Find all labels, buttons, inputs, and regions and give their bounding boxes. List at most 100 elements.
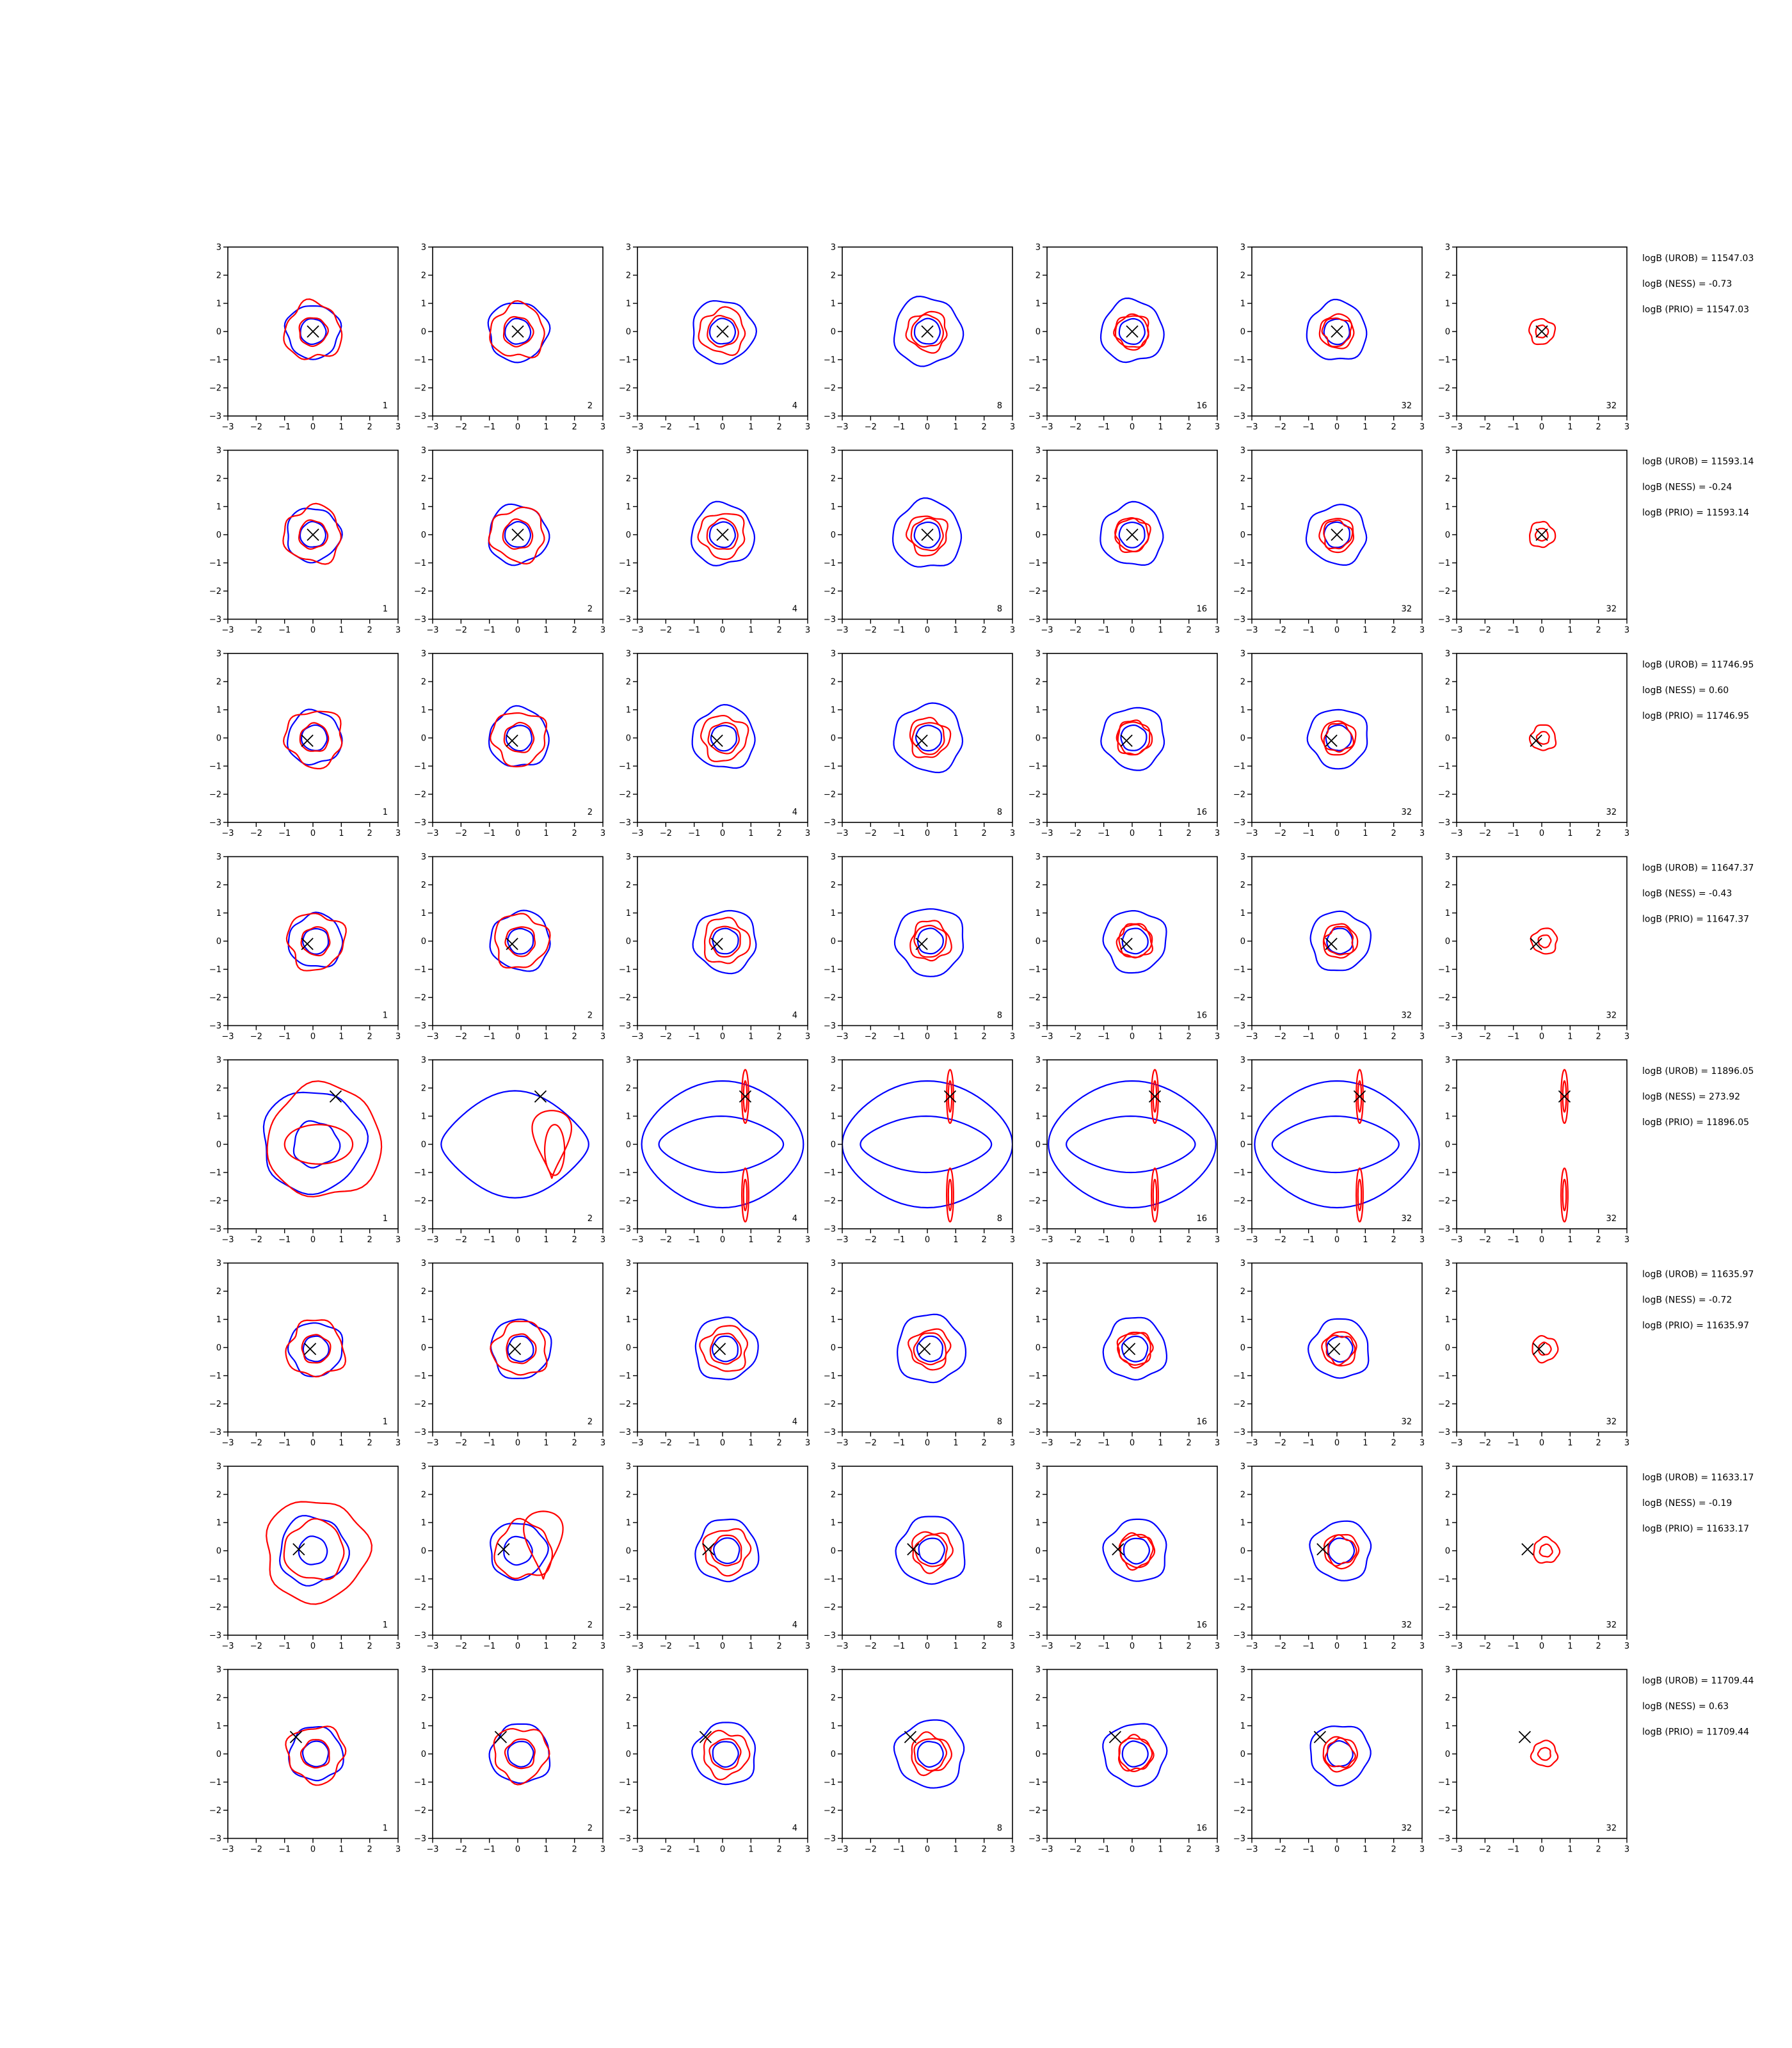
y-tick-label: 1 [1445,1519,1450,1528]
red-contour-6 [1357,1178,1363,1212]
x-tick-label: −1 [483,1439,495,1448]
x-tick-label: −3 [1041,1845,1053,1855]
x-tick-label: −1 [483,1642,495,1651]
x-tick-label: 2 [1391,1235,1396,1245]
x-tick-label: −2 [1069,1439,1082,1448]
x-tick-label: −2 [660,422,672,432]
y-tick-label: −2 [824,1400,836,1409]
panel-label: 1 [383,1214,388,1224]
red-contour-3 [502,316,534,348]
panel-label: 32 [1401,1824,1412,1834]
y-tick-label: −3 [1438,1021,1450,1031]
x-tick-label: −1 [893,1032,905,1042]
y-tick-label: −3 [414,1834,426,1844]
x-tick-label: 2 [982,1439,987,1448]
x-tick-label: 2 [1596,422,1601,432]
y-tick-label: 3 [831,650,836,659]
y-tick-label: 1 [421,1519,426,1528]
contours [1102,910,1167,974]
y-tick-label: 3 [626,852,631,862]
x-tick-label: −1 [1302,1642,1315,1651]
subplot-r7-c4: −3 −2 −1 0 1 2 3 −3 −2 −1 0 1 2 3 8 [824,1462,1015,1651]
y-tick-label: 0 [831,734,836,744]
blue-contour-1 [262,1091,369,1196]
x-tick-label: 2 [572,626,577,636]
axes-frame [432,653,604,823]
data-point-marker [1353,1090,1366,1103]
subplot-r5-c5: −3 −2 −1 0 1 2 3 −3 −2 −1 0 1 2 3 16 [1028,1056,1220,1245]
x-tick-label: −1 [1507,422,1519,432]
annotation-1: logB (UROB) = 11746.95 [1642,660,1754,670]
x-tick-label: 3 [600,829,605,838]
x-tick-label: 0 [310,1642,316,1651]
blue-contour-2 [298,1535,328,1565]
data-point-marker [1123,1343,1136,1356]
contours [262,1080,383,1197]
subplot-r5-c1: −3 −2 −1 0 1 2 3 −3 −2 −1 0 1 2 3 1 [209,1056,401,1245]
y-tick-label: −1 [1438,559,1450,568]
blue-contour-1 [892,497,963,568]
y-tick-label: −1 [619,762,631,772]
x-tick-label: 2 [982,1845,987,1855]
y-tick-label: 1 [626,300,631,309]
red-contour-3 [707,314,739,348]
subplot-r1-c5: −3 −2 −1 0 1 2 3 −3 −2 −1 0 1 2 3 16 [1028,243,1220,432]
x-tick-label: 1 [748,1845,753,1855]
x-tick-label: 2 [367,1235,372,1245]
axes-frame [1251,653,1423,823]
red-contour-2 [1535,731,1550,745]
x-tick-label: 3 [1624,1845,1629,1855]
annotation-3: logB (PRIO) = 11635.97 [1642,1321,1749,1331]
subplot-r6-c1: −3 −2 −1 0 1 2 3 −3 −2 −1 0 1 2 3 1 [209,1259,401,1448]
x-tick-label: 2 [572,1439,577,1448]
x-tick-label: −3 [836,626,848,636]
data-point-marker [497,1543,510,1556]
blue-contour-1 [1102,1316,1167,1381]
blue-contour-2 [658,1115,785,1174]
contours [283,298,343,360]
panel-label: 4 [792,1011,797,1021]
x-tick-label: −1 [893,1439,905,1448]
x-tick-label: −3 [631,1642,643,1651]
x-tick-label: 0 [720,422,725,432]
subplot-r2-c5: −3 −2 −1 0 1 2 3 −3 −2 −1 0 1 2 3 16 [1028,446,1220,635]
axes-frame [432,856,604,1027]
y-tick-label: 2 [831,1084,836,1094]
x-tick-label: 0 [720,1845,725,1855]
x-tick-label: −2 [455,1235,467,1245]
contours [694,1518,760,1583]
x-tick-label: −1 [893,1845,905,1855]
axes-frame [227,1262,399,1433]
annotation-3: logB (PRIO) = 11647.37 [1642,915,1749,925]
axes-frame [1456,1059,1628,1229]
blue-contour-1 [895,1516,966,1585]
panel-label: 32 [1606,1418,1617,1427]
x-tick-label: −1 [483,1235,495,1245]
x-tick-label: 0 [310,422,316,432]
x-tick-label: 2 [572,1235,577,1245]
x-tick-label: −1 [1302,1032,1315,1042]
panel-label: 2 [588,1620,593,1630]
y-tick-label: 3 [421,1259,426,1268]
axes-frame [1251,1262,1423,1433]
x-tick-label: 3 [1420,1439,1425,1448]
contours [1305,504,1368,566]
data-point-marker [307,528,319,541]
x-tick-label: 3 [1215,829,1220,838]
x-tick-label: −3 [221,1642,234,1651]
y-tick-label: −3 [1438,412,1450,422]
y-tick-label: −3 [824,1021,836,1031]
red-contour-3 [706,517,739,550]
red-contour-3 [1355,1069,1364,1124]
x-tick-label: 0 [1334,1235,1340,1245]
x-tick-label: 2 [1187,1032,1192,1042]
annotation-1: logB (UROB) = 11547.03 [1642,253,1754,264]
red-contour-4 [697,513,746,561]
x-tick-label: 3 [805,829,810,838]
x-tick-label: 2 [1187,626,1192,636]
y-tick-label: −3 [1028,615,1041,625]
y-tick-label: 3 [626,446,631,456]
panel-label: 16 [1196,1824,1207,1834]
subplot-row-8: −3 −2 −1 0 1 2 3 −3 −2 −1 0 1 2 3 1 −3 −2 −1 0 1 2 3 −3 −2 −1 0 1 2… [209,1665,1754,1854]
y-tick-label: 3 [626,650,631,659]
